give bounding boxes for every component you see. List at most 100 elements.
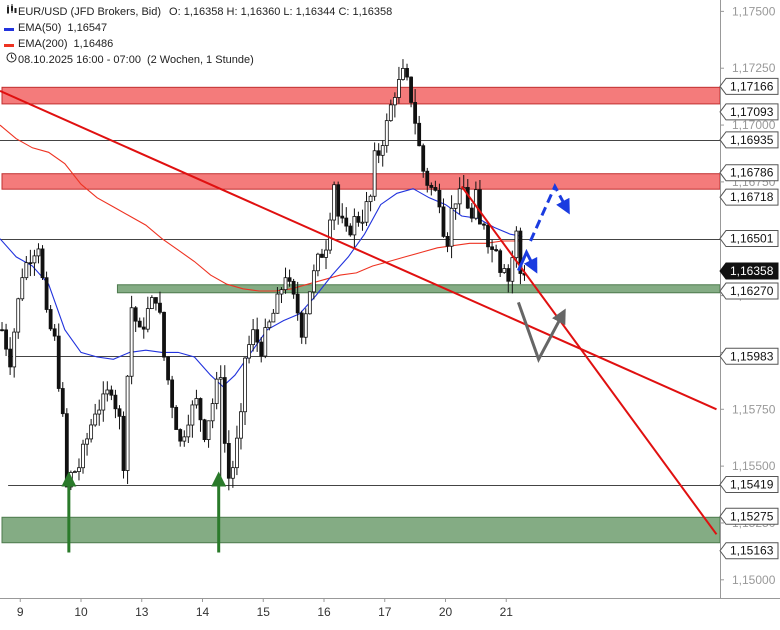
legend-range-row: 08.10.2025 16:00 - 07:00 (2 Wochen, 1 St… <box>4 52 392 68</box>
zone-tag-top-3: 1,15275 <box>719 507 779 525</box>
candle-28 <box>113 389 118 419</box>
candle-body <box>226 443 231 479</box>
candle-body <box>397 79 401 98</box>
candle-body <box>4 329 8 350</box>
candle-76 <box>307 291 312 315</box>
candle-62 <box>251 319 256 352</box>
zone-tag-bottom-0: 1,17093 <box>719 103 779 121</box>
candle-body <box>56 335 61 389</box>
resistance-zone-0 <box>1 86 721 105</box>
candle-body <box>158 302 162 313</box>
price-tag-label: 1,17166 <box>730 79 774 93</box>
candle-body <box>166 356 170 381</box>
candle-48 <box>194 389 199 409</box>
candle-24 <box>97 399 102 426</box>
candle-body <box>425 170 430 186</box>
candle-body <box>28 262 33 265</box>
candlestick-icon <box>4 4 18 20</box>
candle-body <box>510 257 515 282</box>
trendline-short-down <box>460 185 718 535</box>
candle-body <box>283 277 288 291</box>
candle-body <box>413 102 418 124</box>
candle-body <box>449 207 454 247</box>
candle-body <box>287 277 292 282</box>
candle-85 <box>344 207 349 232</box>
candle-body <box>486 224 490 248</box>
ema200-value: 1,16486 <box>73 38 114 50</box>
price-tag-box <box>719 542 779 560</box>
candle-body <box>267 321 272 328</box>
candle-70 <box>283 267 288 294</box>
candle-64 <box>259 337 264 363</box>
candle-body <box>101 393 106 411</box>
candle-body <box>320 253 324 258</box>
x-tick-label: 13 <box>135 605 149 619</box>
x-tick-label: 15 <box>257 605 271 619</box>
zone-tag-top-1: 1,16786 <box>719 164 779 182</box>
candle-106 <box>429 182 434 196</box>
candle-body <box>162 311 166 358</box>
candle-104 <box>421 143 426 178</box>
candle-body <box>190 404 195 426</box>
x-tick-label: 16 <box>317 605 331 619</box>
candle-16 <box>64 408 69 488</box>
candle-body <box>44 277 49 310</box>
price-tag-box <box>719 188 779 206</box>
price-tag-label: 1,15983 <box>730 349 774 363</box>
price-tag-label: 1,16358 <box>730 264 774 278</box>
candle-body <box>202 419 207 441</box>
candle-98 <box>397 66 401 104</box>
candle-8 <box>32 249 37 276</box>
candle-body <box>105 389 110 395</box>
price-tag-box <box>719 262 779 280</box>
x-tick-label: 17 <box>378 605 392 619</box>
candle-body <box>259 341 264 357</box>
candle-63 <box>255 317 260 352</box>
candle-body <box>356 216 361 223</box>
candle-body <box>32 255 37 264</box>
candle-body <box>490 246 494 250</box>
candle-36 <box>145 296 150 333</box>
candle-89 <box>360 209 365 231</box>
candle-52 <box>210 398 215 429</box>
candle-body <box>141 326 146 330</box>
candle-body <box>133 307 138 322</box>
candle-34 <box>137 317 142 328</box>
price-tag-label: 1,16501 <box>730 232 774 246</box>
candle-96 <box>388 99 393 122</box>
candle-82 <box>332 181 337 231</box>
candle-122 <box>494 244 499 252</box>
candle-13 <box>52 324 57 341</box>
candle-body <box>0 329 4 332</box>
candle-78 <box>316 252 320 277</box>
candle-body <box>174 406 179 430</box>
price-tag-box <box>719 347 779 365</box>
candle-body <box>239 411 243 439</box>
candle-body <box>97 409 102 415</box>
candle-121 <box>490 239 494 263</box>
candle-119 <box>482 222 486 230</box>
candle-20 <box>81 439 85 474</box>
candle-body <box>295 293 300 314</box>
candle-79 <box>320 248 324 258</box>
candle-body <box>255 329 260 343</box>
candle-112 <box>453 203 458 220</box>
projection-gray <box>516 301 566 364</box>
candle-71 <box>287 269 292 287</box>
candle-body <box>344 217 349 227</box>
candle-4 <box>16 297 21 339</box>
y-tick-label: 1,17500 <box>732 4 776 18</box>
price-tag-box <box>719 131 779 149</box>
candle-125 <box>506 264 511 293</box>
candle-body <box>81 443 85 469</box>
candle-body <box>392 97 397 106</box>
candle-97 <box>392 92 397 118</box>
price-tag-box <box>719 103 779 121</box>
candle-41 <box>166 356 170 385</box>
candle-43 <box>174 405 179 430</box>
price-tags-layer: 1,17166 1,17093 1,16786 1,16718 1,16270 1,152… <box>719 77 779 560</box>
candle-body <box>506 268 511 282</box>
projection-blue-solid <box>517 248 538 274</box>
